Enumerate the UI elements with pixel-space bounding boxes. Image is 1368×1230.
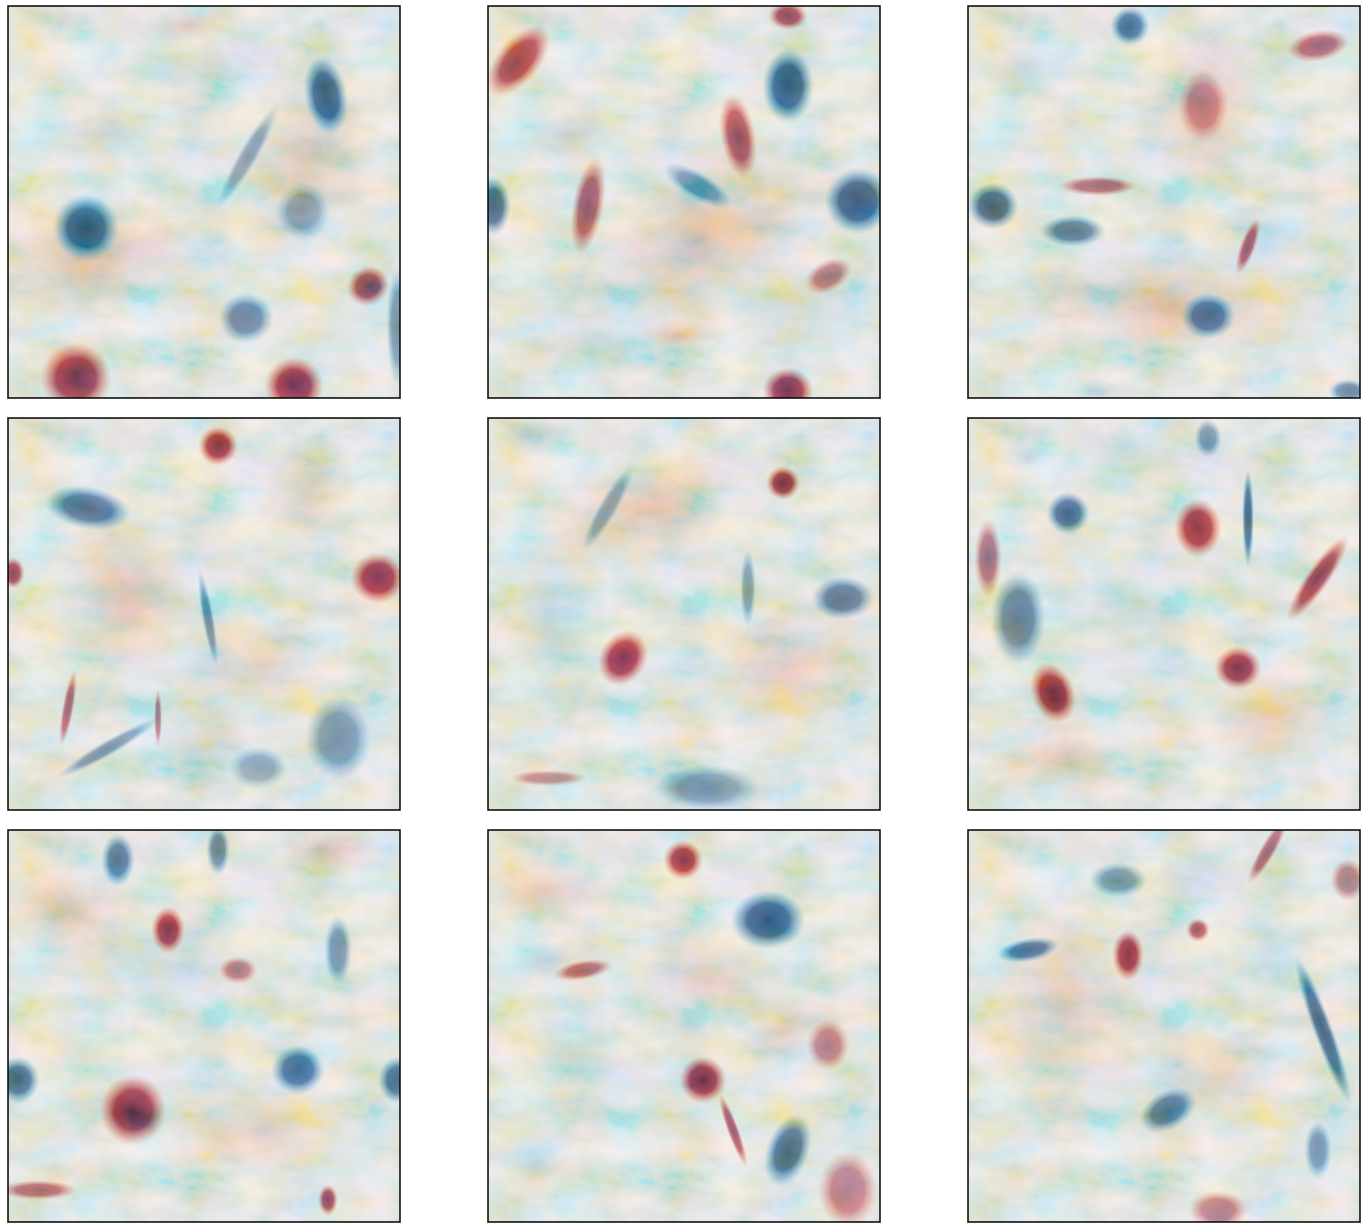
panel-frame [967,5,1361,399]
panel-frame [7,417,401,811]
field-texture [488,418,880,810]
panel-frame [967,417,1361,811]
field-panel [487,5,881,399]
field-panel [487,417,881,811]
panel-frame [487,5,881,399]
field-image [488,418,880,810]
field-texture [8,830,400,1222]
field-panel [967,417,1361,811]
field-texture [488,830,880,1222]
panel-frame [967,829,1361,1223]
field-image [968,830,1360,1222]
field-panel [7,417,401,811]
field-texture [968,6,1360,398]
field-texture [968,418,1360,810]
field-panel [487,829,881,1223]
field-image [488,6,880,398]
field-image [8,6,400,398]
field-image [488,830,880,1222]
field-texture [8,418,400,810]
field-image [968,6,1360,398]
panel-frame [487,417,881,811]
field-panel [7,5,401,399]
panel-frame [7,5,401,399]
field-texture [488,6,880,398]
field-image [8,830,400,1222]
field-panel [967,829,1361,1223]
panel-frame [487,829,881,1223]
field-image [8,418,400,810]
panel-frame [7,829,401,1223]
field-texture [968,830,1360,1222]
field-panel [7,829,401,1223]
field-panel [967,5,1361,399]
field-texture [8,6,400,398]
field-image [968,418,1360,810]
